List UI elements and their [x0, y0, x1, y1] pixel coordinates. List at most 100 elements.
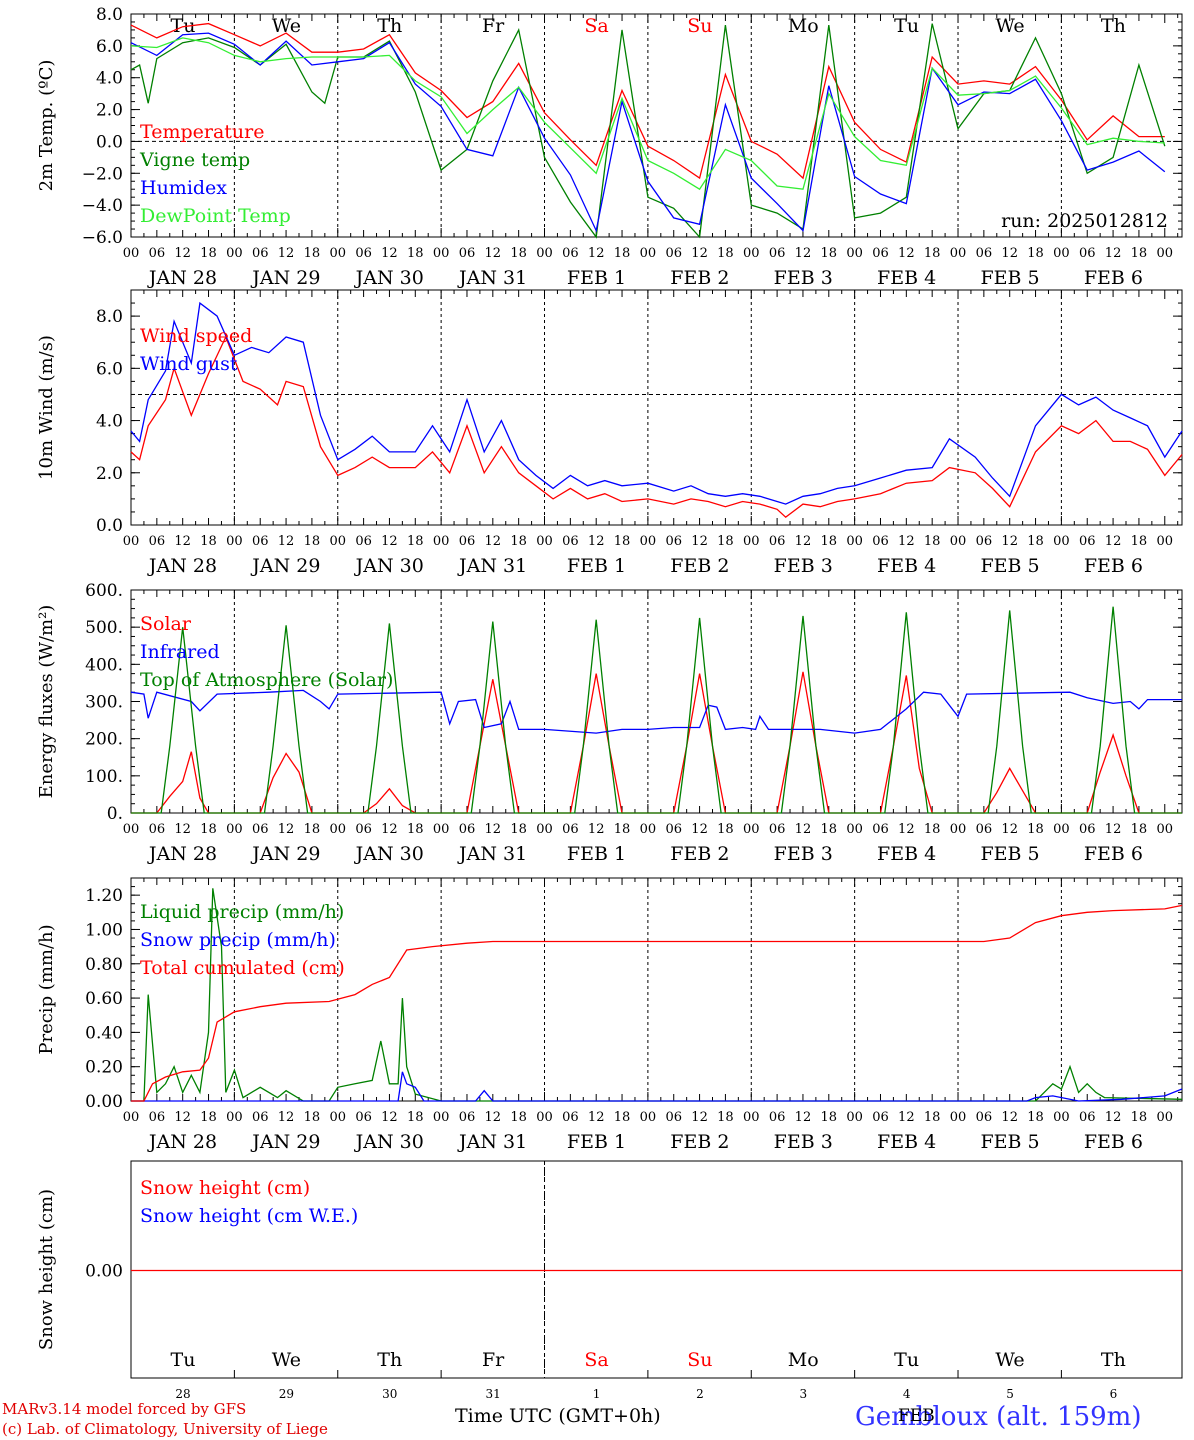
- hour-label: 12: [174, 822, 191, 837]
- y-tick-label: 200.: [85, 730, 123, 750]
- day-number: 30: [382, 1387, 397, 1401]
- hour-label: 00: [1053, 534, 1070, 549]
- hour-label: 18: [510, 534, 527, 549]
- series-line-wind-gust: [130, 301, 1183, 505]
- hour-label: 18: [304, 1110, 321, 1125]
- day-abbr: Fr: [482, 1349, 505, 1371]
- hour-label: 06: [459, 246, 476, 261]
- hour-label: 18: [821, 246, 838, 261]
- day-abbr: We: [272, 15, 301, 37]
- hour-label: 18: [200, 1110, 217, 1125]
- hour-label: 06: [1079, 534, 1096, 549]
- hour-label: 18: [407, 534, 424, 549]
- series-line-dewpoint-temp: [130, 37, 1165, 191]
- hour-label: 12: [795, 246, 812, 261]
- date-label: JAN 29: [250, 555, 320, 577]
- hour-label: 18: [1027, 246, 1044, 261]
- date-label: FEB 2: [670, 843, 729, 865]
- hour-label: 06: [769, 534, 786, 549]
- day-abbr: Tu: [894, 15, 919, 37]
- y-tick-label: 0.00: [85, 1262, 123, 1282]
- hour-label: 12: [1001, 822, 1018, 837]
- hour-label: 18: [1131, 822, 1148, 837]
- hour-label: 18: [510, 246, 527, 261]
- hour-label: 06: [562, 1110, 579, 1125]
- hour-label: 00: [123, 246, 140, 261]
- hour-label: 00: [536, 534, 553, 549]
- hour-label: 12: [1001, 534, 1018, 549]
- hour-label: 00: [640, 534, 657, 549]
- legend-entry: Wind gust: [140, 353, 238, 375]
- legend-entry: DewPoint Temp: [140, 205, 291, 227]
- day-abbr: We: [995, 15, 1024, 37]
- series-line-liquid-precip-mm-h-: [131, 888, 1183, 1102]
- hour-label: 06: [562, 246, 579, 261]
- hour-label: 18: [510, 822, 527, 837]
- hour-label: 18: [1131, 1110, 1148, 1125]
- legend-entry: Solar: [140, 613, 192, 635]
- y-tick-label: 8.0: [96, 5, 123, 25]
- y-axis-label: Snow height (cm): [36, 1189, 57, 1350]
- y-axis-label: 10m Wind (m/s): [36, 335, 57, 480]
- y-tick-label: 6.0: [96, 359, 123, 379]
- date-label: FEB 3: [774, 1131, 833, 1153]
- day-abbr: Sa: [584, 1349, 608, 1371]
- hour-label: 12: [898, 246, 915, 261]
- date-label: JAN 31: [457, 1131, 527, 1153]
- hour-label: 00: [950, 246, 967, 261]
- y-tick-label: 0.80: [85, 955, 123, 975]
- hour-label: 00: [226, 822, 243, 837]
- hour-label: 00: [226, 246, 243, 261]
- y-tick-label: −6.0: [82, 228, 123, 248]
- hour-label: 18: [200, 534, 217, 549]
- y-tick-label: −2.0: [82, 164, 123, 184]
- hour-label: 12: [381, 534, 398, 549]
- hour-label: 06: [355, 822, 372, 837]
- panel-frame: [130, 1160, 1183, 1379]
- hour-label: 18: [407, 822, 424, 837]
- hour-label: 00: [329, 534, 346, 549]
- legend-entry: Humidex: [140, 177, 227, 199]
- date-label: FEB 5: [980, 267, 1039, 289]
- hour-label: 18: [510, 1110, 527, 1125]
- y-tick-label: 2.0: [96, 464, 123, 484]
- hour-label: 00: [1156, 1110, 1173, 1125]
- panel-1: 8.06.04.02.00.0−2.0−4.0−6.000 06 12 18 00 06 1…: [36, 5, 1183, 289]
- date-label: FEB 2: [670, 1131, 729, 1153]
- panel-frame: [130, 13, 1183, 238]
- day-abbr: Th: [377, 15, 402, 37]
- date-label: FEB 2: [670, 555, 729, 577]
- hour-label: 12: [588, 1110, 605, 1125]
- hour-label: 06: [355, 246, 372, 261]
- date-label: FEB 6: [1084, 267, 1143, 289]
- day-abbr: Tu: [894, 1349, 919, 1371]
- y-tick-label: 4.0: [96, 412, 123, 432]
- hour-label: 12: [898, 534, 915, 549]
- series-line-top-of-atmosphere-solar-: [131, 606, 1182, 814]
- date-label: FEB 1: [567, 267, 626, 289]
- hour-label: 12: [1105, 1110, 1122, 1125]
- y-axis-label: Energy fluxes (W/m²): [36, 605, 57, 799]
- date-label: JAN 29: [250, 1131, 320, 1153]
- hour-label: 18: [407, 1110, 424, 1125]
- hour-label: 06: [355, 534, 372, 549]
- legend-entry: Vigne temp: [139, 149, 250, 171]
- hour-label: 18: [1027, 1110, 1044, 1125]
- legend-entry: Infrared: [140, 641, 220, 663]
- y-tick-label: 0.: [107, 804, 123, 824]
- panel-5: 0.00 Tu 28 We 29 Th 30 Fr 31 Sa 1 Su 2 Mo 3 Tu 4 We 5 Th 6 Sn…: [36, 1160, 1183, 1401]
- hour-label: 18: [1131, 246, 1148, 261]
- hour-label: 12: [381, 246, 398, 261]
- y-axis-label: 2m Temp. (ºC): [36, 60, 57, 192]
- y-tick-label: 0.20: [85, 1058, 123, 1078]
- y-tick-label: 0.00: [85, 1092, 123, 1112]
- hour-label: 18: [821, 534, 838, 549]
- hour-label: 12: [174, 1110, 191, 1125]
- y-tick-label: 0.60: [85, 989, 123, 1009]
- y-tick-label: −4.0: [82, 196, 123, 216]
- hour-label: 12: [381, 1110, 398, 1125]
- hour-label: 18: [200, 246, 217, 261]
- day-abbr: Sa: [584, 15, 608, 37]
- hour-label: 00: [950, 1110, 967, 1125]
